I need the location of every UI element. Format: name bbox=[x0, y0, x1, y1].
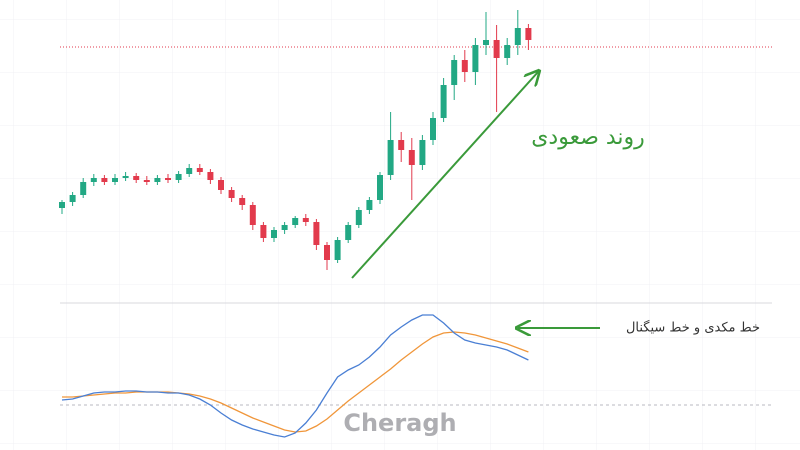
candle-body bbox=[260, 225, 267, 238]
candle-body bbox=[175, 174, 182, 180]
candle-body bbox=[239, 198, 246, 205]
candle-body bbox=[59, 202, 65, 208]
candle-body bbox=[377, 175, 383, 200]
indicator-line bbox=[62, 331, 529, 433]
candle-body bbox=[408, 150, 415, 165]
candle-body bbox=[90, 178, 97, 182]
candle-body bbox=[334, 240, 341, 260]
indicator-line bbox=[61, 314, 529, 438]
candle-body bbox=[281, 225, 288, 230]
candle-body bbox=[207, 172, 214, 180]
candle-body bbox=[483, 40, 489, 45]
trend-label: روند صعودی bbox=[531, 125, 645, 150]
candle-body bbox=[80, 182, 87, 195]
candle-body bbox=[69, 195, 76, 202]
candle-body bbox=[525, 28, 532, 40]
candle-body bbox=[461, 60, 468, 72]
candle-body bbox=[302, 218, 309, 222]
watermark: Cheragh bbox=[343, 409, 456, 437]
candle-body bbox=[122, 176, 129, 178]
candle-body bbox=[228, 190, 235, 198]
macd-label: خط مکدی و خط سیگنال bbox=[626, 320, 760, 336]
candle-body bbox=[313, 222, 320, 245]
candle-body bbox=[493, 40, 500, 58]
candle-body bbox=[514, 28, 521, 45]
candle-body bbox=[186, 168, 193, 174]
candle-body bbox=[451, 60, 458, 85]
candle-body bbox=[398, 140, 405, 150]
candle-body bbox=[249, 205, 256, 225]
candle-body bbox=[387, 140, 394, 175]
candle-body bbox=[218, 180, 224, 190]
candle-body bbox=[101, 178, 108, 182]
candle-body bbox=[165, 178, 171, 180]
candle-body bbox=[345, 225, 352, 240]
candle-body bbox=[419, 140, 426, 165]
candle-body bbox=[112, 178, 118, 182]
candle-body bbox=[355, 210, 362, 225]
candle-body bbox=[324, 245, 330, 260]
candle-body bbox=[292, 218, 299, 225]
candle-body bbox=[271, 230, 277, 238]
candle-body bbox=[366, 200, 373, 210]
candle-body bbox=[504, 45, 511, 58]
candle-body bbox=[143, 180, 150, 182]
candle-body bbox=[440, 85, 447, 118]
candle-body bbox=[430, 118, 436, 140]
candle-body bbox=[133, 176, 140, 180]
candle-body bbox=[472, 45, 479, 72]
candle-body bbox=[196, 168, 203, 172]
trend-arrow bbox=[351, 72, 538, 279]
candle-body bbox=[154, 178, 161, 182]
